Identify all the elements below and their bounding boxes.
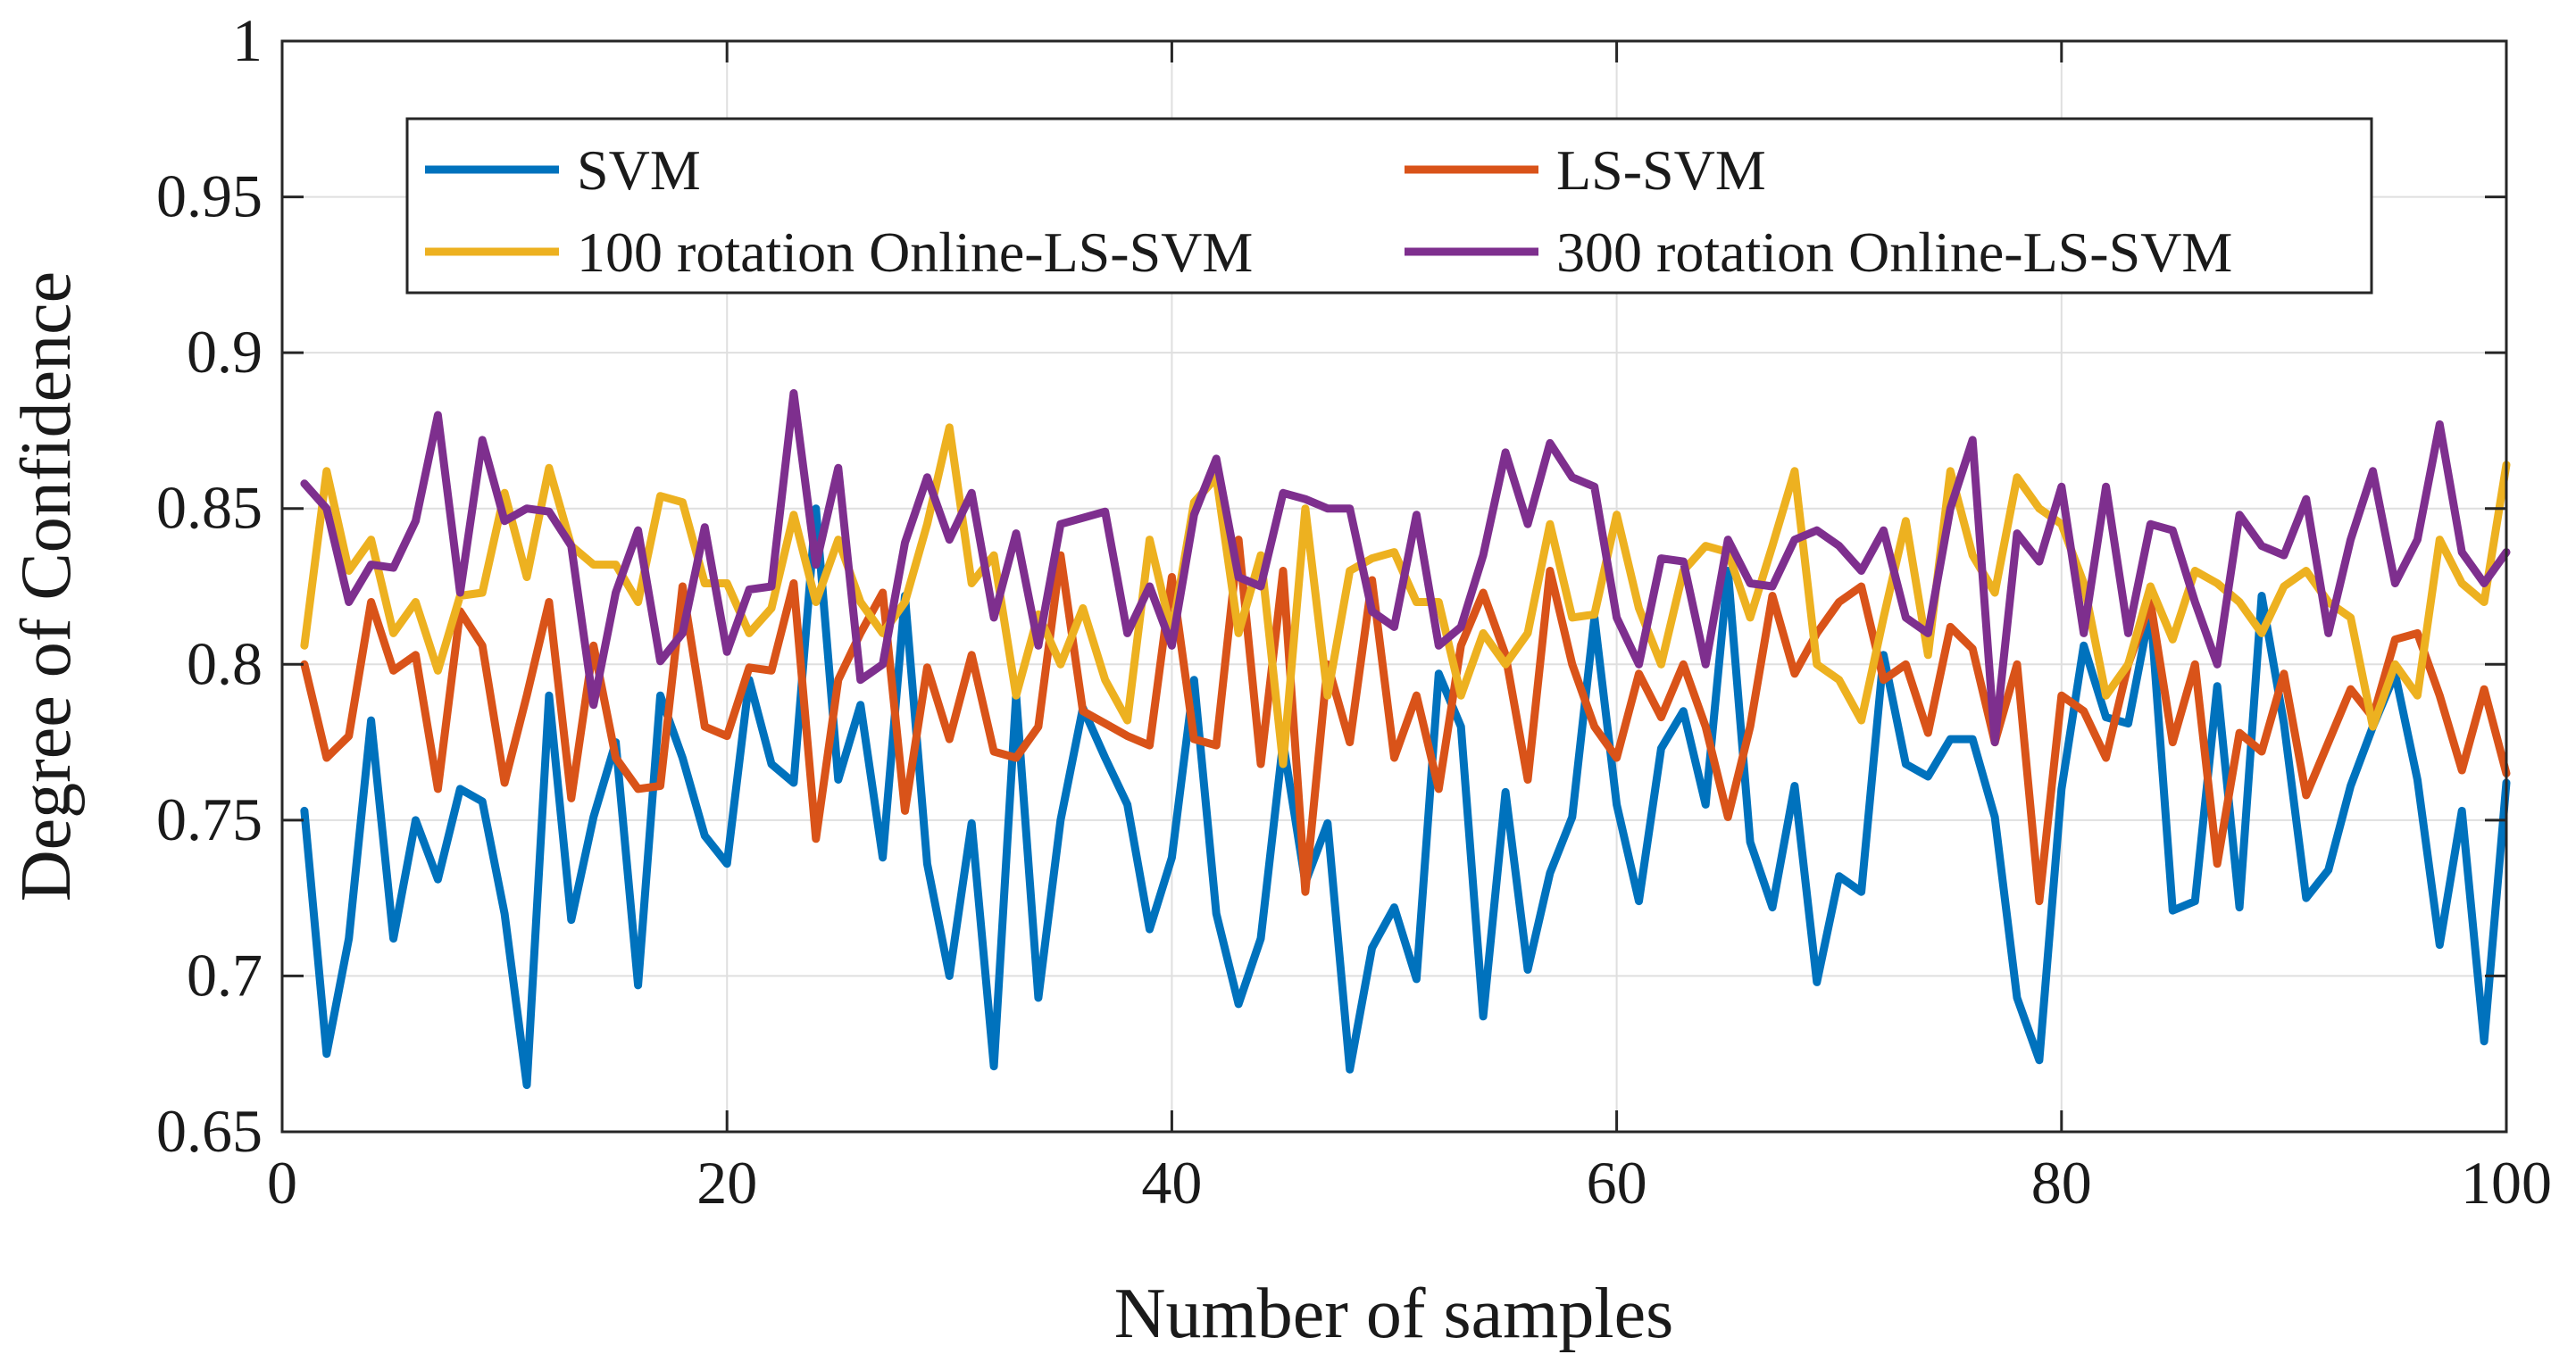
- y-tick-label: 0.65: [156, 1097, 263, 1165]
- y-tick-label: 0.75: [156, 785, 263, 853]
- legend-label-3: 100 rotation Online-LS-SVM: [577, 220, 1253, 284]
- tick-labels: 0 20 40 60 80 100 0.65 0.7 0.75 0.8 0.85 0.9 0.95 1: [156, 6, 2552, 1217]
- series-layer: [300, 389, 2511, 1090]
- legend-box: [405, 117, 2373, 295]
- x-tick-label: 60: [1587, 1149, 1647, 1217]
- y-tick-label: 1: [232, 6, 263, 74]
- y-tick-label: 0.95: [156, 162, 263, 230]
- plot-frame: [280, 39, 2508, 1134]
- series-line-1: [300, 504, 2511, 1090]
- legend-label-1: SVM: [577, 138, 701, 202]
- y-tick-label: 0.9: [187, 318, 263, 386]
- y-tick-label: 0.7: [187, 941, 263, 1009]
- x-axis-title: Number of samples: [1114, 1275, 1674, 1353]
- x-tick-label: 20: [696, 1149, 757, 1217]
- x-tick-label: 100: [2461, 1149, 2552, 1217]
- series-line-4: [300, 389, 2511, 747]
- legend-label-2: LS-SVM: [1556, 138, 1766, 202]
- y-tick-label: 0.85: [156, 474, 263, 542]
- x-tick-label: 40: [1141, 1149, 1202, 1217]
- legend-label-4: 300 rotation Online-LS-SVM: [1556, 220, 2232, 284]
- y-axis-title: Degree of Confidence: [7, 271, 86, 902]
- y-tick-label: 0.8: [187, 629, 263, 697]
- legend: SVM LS-SVM 100 rotation Online-LS-SVM 300 r…: [405, 117, 2373, 295]
- x-tick-label: 80: [2031, 1149, 2092, 1217]
- ticks: [280, 39, 2508, 1134]
- x-tick-label: 0: [267, 1149, 297, 1217]
